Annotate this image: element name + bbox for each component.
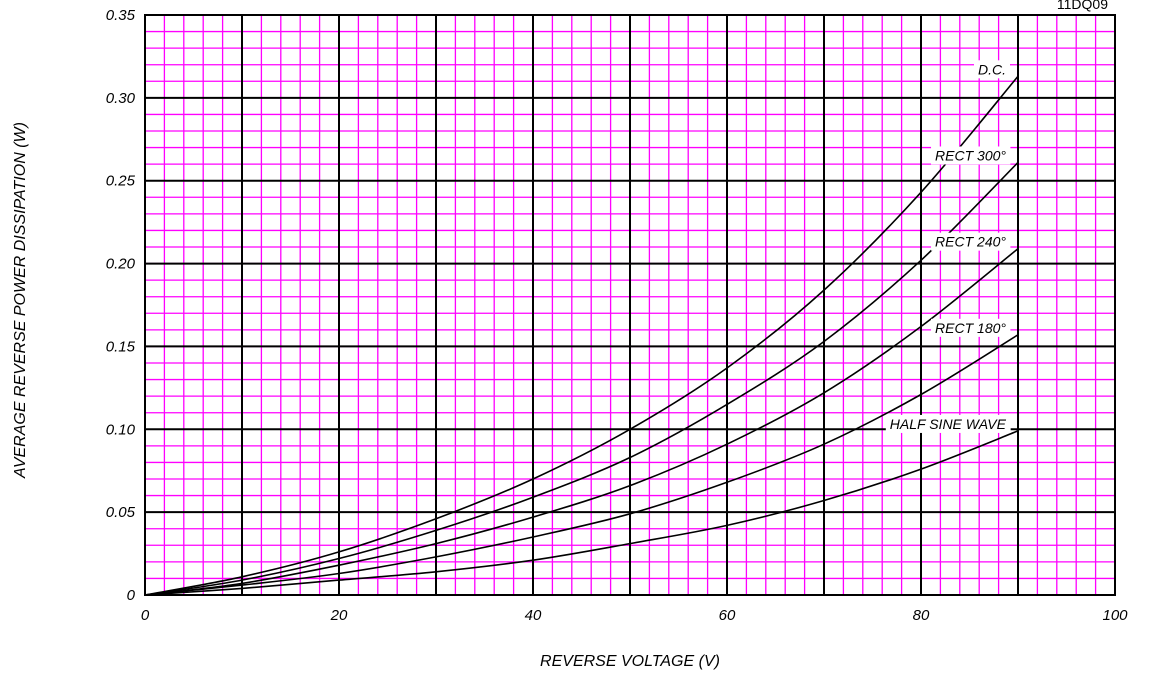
series-label-backing <box>931 318 1011 337</box>
y-tick-label: 0.35 <box>106 7 136 24</box>
curve-labels: D.C. RECT 300° RECT 240° RECT 180° HALF SINE… <box>885 60 1011 433</box>
curve-2 <box>144 248 1019 596</box>
curves <box>144 75 1019 596</box>
y-tick-label: 0.10 <box>106 421 136 438</box>
x-axis-label: REVERSE VOLTAGE (V) <box>540 653 720 670</box>
y-axis-label: AVERAGE REVERSE POWER DISSIPATION (W) <box>12 122 29 479</box>
series-label-2: RECT 240° <box>935 234 1006 250</box>
series-label-backing <box>931 232 1011 251</box>
x-tick-label: 20 <box>330 607 348 624</box>
series-label-1: RECT 300° <box>935 147 1006 163</box>
curve-4 <box>144 430 1019 596</box>
x-tick-label: 80 <box>913 607 930 624</box>
series-label-0: D.C. <box>978 61 1006 77</box>
series-label-3: RECT 180° <box>935 320 1006 336</box>
y-axis-ticks: 0 0.05 0.10 0.15 0.20 0.25 0.30 0.35 <box>106 7 136 604</box>
y-tick-label: 0.20 <box>106 256 136 273</box>
x-axis-ticks: 0 20 40 60 80 100 <box>141 607 1128 624</box>
y-tick-label: 0.05 <box>106 504 136 521</box>
series-label-backing <box>974 60 1010 79</box>
part-number-label: 11DQ09 <box>1057 0 1108 12</box>
y-tick-label: 0.25 <box>106 173 136 190</box>
plot-frame <box>144 14 1116 596</box>
x-tick-label: 40 <box>525 607 542 624</box>
y-tick-label: 0.15 <box>106 338 136 355</box>
x-tick-label: 60 <box>719 607 736 624</box>
curve-1 <box>144 161 1019 596</box>
plot-area: D.C. RECT 300° RECT 240° RECT 180° HALF SINE… <box>144 14 1116 596</box>
series-label-backing <box>931 146 1011 165</box>
y-tick-label: 0 <box>127 587 136 604</box>
x-tick-label: 100 <box>1102 607 1128 624</box>
curve-3 <box>144 334 1019 596</box>
y-tick-label: 0.30 <box>106 90 136 107</box>
x-tick-label: 0 <box>141 607 150 624</box>
series-label-4: HALF SINE WAVE <box>890 416 1007 432</box>
series-label-backing <box>885 414 1011 433</box>
curve-0 <box>144 75 1019 596</box>
